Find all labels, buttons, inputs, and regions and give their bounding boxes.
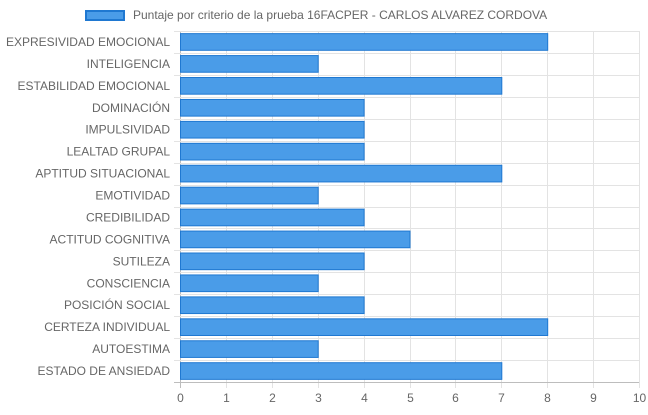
category-label: POSICIÓN SOCIAL <box>64 297 170 312</box>
category-label: SUTILEZA <box>113 254 170 268</box>
x-tick-label: 4 <box>361 391 368 405</box>
legend[interactable]: Puntaje por criterio de la prueba 16FACP… <box>85 7 547 23</box>
category-label: EMOTIVIDAD <box>95 189 170 203</box>
category-label: CREDIBILIDAD <box>86 210 170 224</box>
category-label: LEALTAD GRUPAL <box>67 145 171 159</box>
x-tick-label: 8 <box>544 391 551 405</box>
bar[interactable] <box>180 318 549 336</box>
category-label: ESTABILIDAD EMOCIONAL <box>18 79 171 93</box>
x-tick-label: 3 <box>315 391 322 405</box>
bar[interactable] <box>180 208 365 227</box>
bar[interactable] <box>180 362 503 380</box>
category-label: ESTADO DE ANSIEDAD <box>38 364 171 378</box>
category-label: CERTEZA INDIVIDUAL <box>44 320 170 334</box>
x-tick-label: 9 <box>590 391 597 405</box>
bar[interactable] <box>180 296 365 315</box>
bar[interactable] <box>180 120 365 139</box>
x-tick-label: 2 <box>269 391 276 405</box>
bar[interactable] <box>180 340 319 358</box>
bar[interactable] <box>180 55 319 73</box>
bar[interactable] <box>180 252 365 271</box>
category-label: EXPRESIVIDAD EMOCIONAL <box>6 35 170 49</box>
bar[interactable] <box>180 186 319 205</box>
category-label: ACTITUD COGNITIVA <box>50 232 170 246</box>
category-label: CONSCIENCIA <box>87 276 170 290</box>
bar[interactable] <box>180 230 411 249</box>
bar[interactable] <box>180 164 503 183</box>
category-label: AUTOESTIMA <box>92 342 170 356</box>
bar[interactable] <box>180 274 319 293</box>
x-tick-label: 6 <box>452 391 459 405</box>
bar[interactable] <box>180 33 549 51</box>
bar[interactable] <box>180 77 503 95</box>
x-tick-label: 1 <box>223 391 230 405</box>
x-tick-label: 5 <box>407 391 414 405</box>
legend-swatch <box>85 9 125 21</box>
x-tick-label: 7 <box>498 391 505 405</box>
category-label: INTELIGENCIA <box>87 57 170 71</box>
category-label: APTITUD SITUACIONAL <box>35 167 170 181</box>
x-tick-label: 0 <box>177 391 184 405</box>
legend-label: Puntaje por criterio de la prueba 16FACP… <box>133 8 548 22</box>
category-label: IMPULSIVIDAD <box>85 123 170 137</box>
bar[interactable] <box>180 98 365 117</box>
category-label: DOMINACIÓN <box>92 100 170 115</box>
x-tick-label: 10 <box>633 391 647 405</box>
bar[interactable] <box>180 142 365 161</box>
